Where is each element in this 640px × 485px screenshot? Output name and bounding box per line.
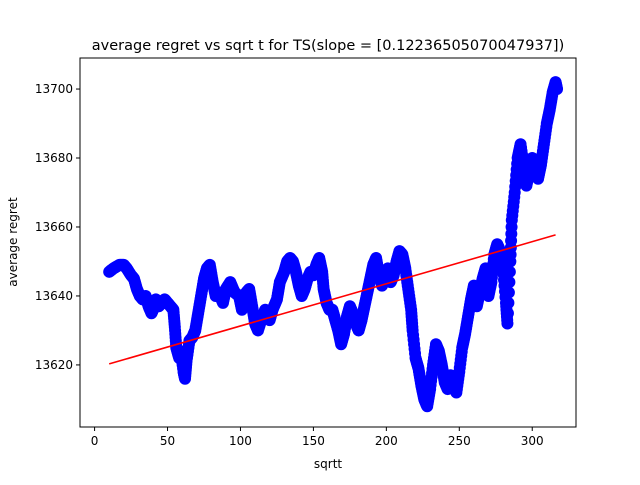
chart-title: average regret vs sqrt t for TS(slope = …: [92, 38, 565, 54]
scatter-point: [502, 286, 515, 299]
x-tick-label: 100: [229, 434, 252, 448]
scatter-point: [502, 296, 515, 309]
y-tick-label: 13660: [35, 220, 73, 234]
scatter-point: [503, 265, 516, 278]
y-tick-label: 13700: [35, 82, 73, 96]
x-axis-label: sqrtt: [314, 457, 343, 471]
trend-line: [108, 234, 556, 365]
x-axis: 0 50 100 150 200 250 300: [91, 427, 544, 448]
x-tick-label: 300: [521, 434, 544, 448]
x-tick-label: 200: [375, 434, 398, 448]
x-tick-label: 0: [91, 434, 99, 448]
y-tick-label: 13620: [35, 358, 73, 372]
y-tick-label: 13640: [35, 289, 73, 303]
x-tick-label: 50: [160, 434, 175, 448]
plot-area: [103, 76, 564, 413]
x-tick-label: 250: [448, 434, 471, 448]
scatter-point: [551, 83, 564, 96]
scatter-point: [501, 317, 514, 330]
scatter-point: [501, 307, 514, 320]
x-tick-label: 150: [302, 434, 325, 448]
scatter-point: [503, 276, 516, 289]
axes-frame: [79, 57, 577, 428]
y-axis-label: average regret: [6, 197, 20, 287]
y-tick-label: 13680: [35, 151, 73, 165]
y-axis: 13620 13640 13660 13680 13700: [35, 82, 80, 372]
